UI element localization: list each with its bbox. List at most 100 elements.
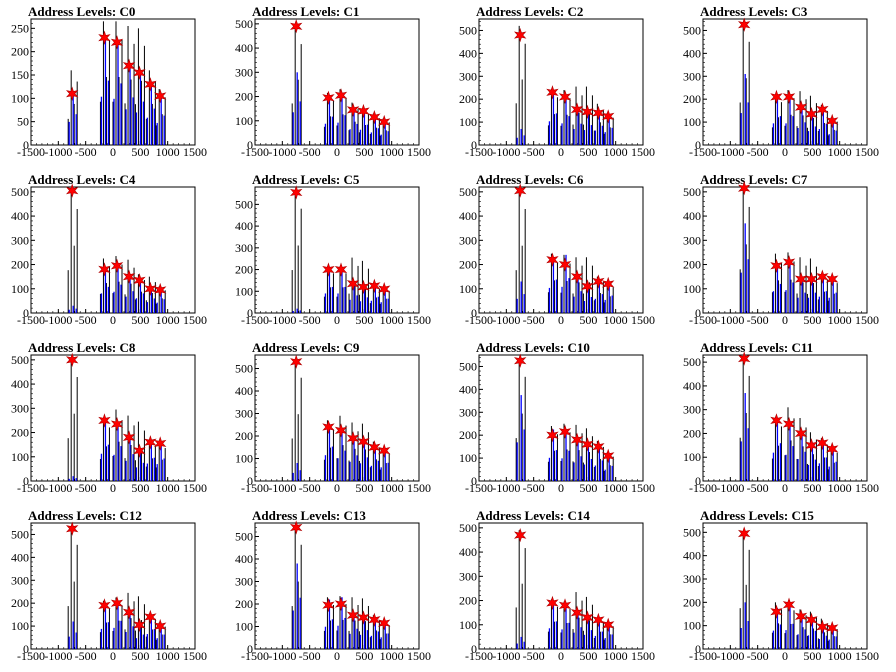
level-marker-star: [601, 109, 615, 124]
histogram-panel-c1: Address Levels: C1 -1500 -1000 -500 0 500 1000…: [224, 0, 448, 168]
y-tick-label: 500: [683, 355, 701, 369]
histogram-plot: -1500 -1000 -500 0 500 1000 1500 0 100 200 300 400 5…: [683, 17, 879, 159]
panel-title: Address Levels: C1: [252, 4, 360, 19]
y-tick-label: 500: [235, 530, 253, 544]
y-tick-label: 400: [235, 552, 253, 566]
x-tick-label: 0: [782, 313, 788, 327]
x-tick-label: 1500: [407, 145, 431, 159]
histogram-panel-c5: Address Levels: C5 -1500 -1000 -500 0 500 1000…: [224, 168, 448, 336]
y-tick-label: 500: [459, 359, 477, 373]
y-tick-label: 200: [683, 92, 701, 106]
level-marker-star: [98, 598, 111, 613]
x-tick-label: 1500: [183, 145, 207, 159]
y-tick-label: 250: [11, 21, 29, 35]
y-tick-label: 400: [11, 377, 29, 391]
x-tick-label: 1000: [380, 649, 404, 663]
histogram-panel-c6: Address Levels: C6 -1500 -1000 -500 0 500 1000…: [448, 168, 672, 336]
level-marker-star: [592, 439, 605, 454]
y-tick-label: 100: [683, 115, 701, 129]
x-tick-label: -1500: [689, 313, 717, 327]
y-tick-label: 0: [247, 642, 253, 656]
level-marker-star: [558, 89, 572, 105]
y-tick-label: 100: [459, 282, 477, 296]
x-tick-label: 0: [334, 313, 340, 327]
x-tick-label: -1500: [17, 313, 45, 327]
x-tick-label: 1000: [156, 481, 180, 495]
level-marker-star: [513, 527, 527, 543]
y-tick-label: 300: [11, 401, 29, 415]
x-tick-label: -1500: [689, 649, 717, 663]
x-tick-label: 0: [782, 145, 788, 159]
panel-title: Address Levels: C3: [700, 4, 808, 19]
level-marker-star: [377, 443, 391, 458]
level-marker-star: [289, 354, 303, 369]
y-tick-label: 300: [459, 69, 477, 83]
level-marker-star: [805, 438, 818, 453]
x-tick-label: 1000: [380, 481, 404, 495]
x-tick-label: -1500: [241, 313, 269, 327]
x-tick-label: -1000: [44, 145, 72, 159]
y-tick-label: 200: [683, 595, 701, 609]
y-tick-label: 100: [235, 452, 253, 466]
level-marker-star: [770, 604, 783, 619]
level-marker-star: [805, 271, 818, 287]
level-marker-star: [98, 413, 111, 428]
level-marker-star: [601, 448, 615, 463]
x-tick-label: -500: [75, 145, 97, 159]
y-tick-label: 100: [235, 284, 253, 298]
histogram-plot: -1500 -1000 -500 0 500 1000 1500 0 100 200 300 400 5…: [235, 185, 431, 327]
x-tick-label: -500: [747, 649, 769, 663]
plot-frame: [254, 186, 420, 314]
x-tick-label: -500: [523, 145, 545, 159]
level-marker-star: [546, 85, 559, 100]
y-tick-label: 100: [11, 282, 29, 296]
y-tick-label: 100: [11, 619, 29, 633]
x-tick-label: 1500: [855, 313, 879, 327]
level-marker-star: [357, 434, 370, 449]
x-tick-label: -1000: [268, 481, 296, 495]
level-marker-star: [334, 88, 348, 103]
x-tick-label: -500: [747, 481, 769, 495]
level-marker-star: [322, 90, 335, 105]
level-marker-star: [346, 102, 360, 118]
level-marker-star: [513, 183, 527, 198]
level-marker-star: [592, 105, 605, 121]
x-tick-label: -500: [299, 481, 321, 495]
x-tick-label: 500: [803, 145, 821, 159]
y-tick-label: 200: [683, 426, 701, 440]
x-tick-label: -1500: [241, 481, 269, 495]
panel-title: Address Levels: C9: [252, 340, 360, 355]
level-marker-star: [805, 106, 818, 122]
y-tick-label: 400: [683, 549, 701, 563]
level-marker-star: [110, 416, 124, 432]
y-tick-label: 300: [459, 233, 477, 247]
x-tick-label: 500: [579, 649, 597, 663]
level-marker-star: [782, 254, 796, 270]
histogram-plot: -1500 -1000 -500 0 500 1000 1500 0 100 200 300 400 5…: [459, 18, 655, 159]
y-tick-label: 500: [683, 23, 701, 37]
x-tick-label: 500: [131, 145, 149, 159]
y-tick-label: 400: [459, 545, 477, 559]
histogram-panel-c4: Address Levels: C4 -1500 -1000 -500 0 500 1000…: [0, 168, 224, 336]
y-tick-label: 150: [11, 68, 29, 82]
x-tick-label: 0: [334, 649, 340, 663]
level-marker-star: [770, 413, 783, 428]
level-marker-star: [825, 441, 839, 457]
level-marker-star: [558, 598, 572, 613]
level-marker-star: [737, 351, 751, 366]
level-marker-star: [110, 596, 124, 611]
x-tick-label: 1000: [828, 649, 852, 663]
level-marker-star: [794, 426, 808, 441]
histogram-panel-c12: Address Levels: C12 -1500 -1000 -500 0 500 100…: [0, 504, 224, 672]
y-tick-label: 0: [471, 138, 477, 152]
level-marker-star: [122, 269, 136, 284]
level-marker-star: [98, 30, 111, 45]
histogram-panel-c14: Address Levels: C14 -1500 -1000 -500 0 500 100…: [448, 504, 672, 672]
panel-title: Address Levels: C8: [28, 340, 136, 355]
x-tick-label: 1500: [407, 481, 431, 495]
level-marker-star: [144, 77, 157, 92]
level-marker-star: [334, 423, 348, 438]
y-tick-label: 200: [459, 92, 477, 106]
y-tick-label: 200: [459, 594, 477, 608]
y-tick-label: 500: [459, 185, 477, 199]
